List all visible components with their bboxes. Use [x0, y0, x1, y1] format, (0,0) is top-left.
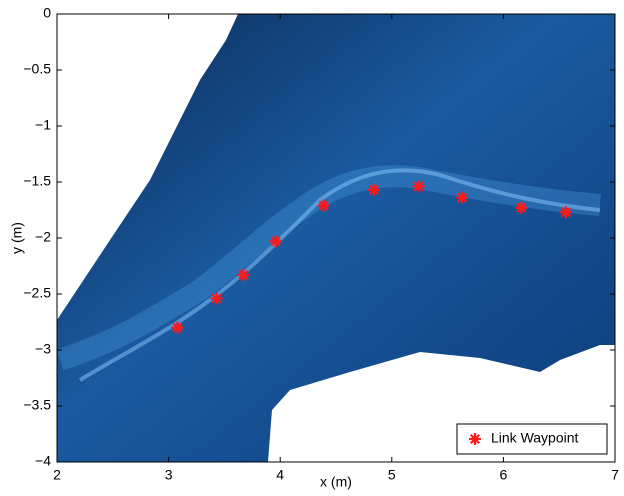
sonar-mosaic [57, 14, 615, 462]
y-tick-label: −3 [35, 341, 51, 357]
y-tick-label: −1.5 [23, 173, 51, 189]
x-tick-label: 6 [500, 467, 508, 483]
y-tick-label: −3.5 [23, 397, 51, 413]
waypoint-marker [270, 235, 282, 247]
x-tick-label: 2 [53, 467, 61, 483]
waypoint-marker [172, 322, 184, 334]
y-tick-label: −1 [35, 117, 51, 133]
waypoint-marker [456, 192, 468, 204]
legend-label: Link Waypoint [491, 430, 579, 446]
waypoint-marker [413, 180, 425, 192]
legend-marker [469, 433, 481, 445]
x-axis-label: x (m) [320, 474, 352, 490]
y-tick-label: −2 [35, 229, 51, 245]
waypoint-marker [211, 292, 223, 304]
x-tick-label: 7 [611, 467, 619, 483]
y-tick-label: −2.5 [23, 285, 51, 301]
waypoint-marker [237, 269, 249, 281]
x-tick-label: 5 [388, 467, 396, 483]
waypoint-marker [560, 206, 572, 218]
y-tick-label: 0 [43, 5, 51, 21]
waypoint-marker [318, 200, 330, 212]
y-tick-label: −4 [35, 453, 51, 469]
y-tick-label: −0.5 [23, 61, 51, 77]
x-tick-label: 3 [165, 467, 173, 483]
x-tick-label: 4 [276, 467, 284, 483]
waypoint-marker [515, 202, 527, 214]
y-axis-label: y (m) [9, 222, 25, 254]
waypoint-marker [368, 184, 380, 196]
chart: x (m) y (m) 2 3 4 5 6 7 0 −0.5 −1 −1.5 −2 −2.5 −3 −3.… [0, 0, 624, 491]
